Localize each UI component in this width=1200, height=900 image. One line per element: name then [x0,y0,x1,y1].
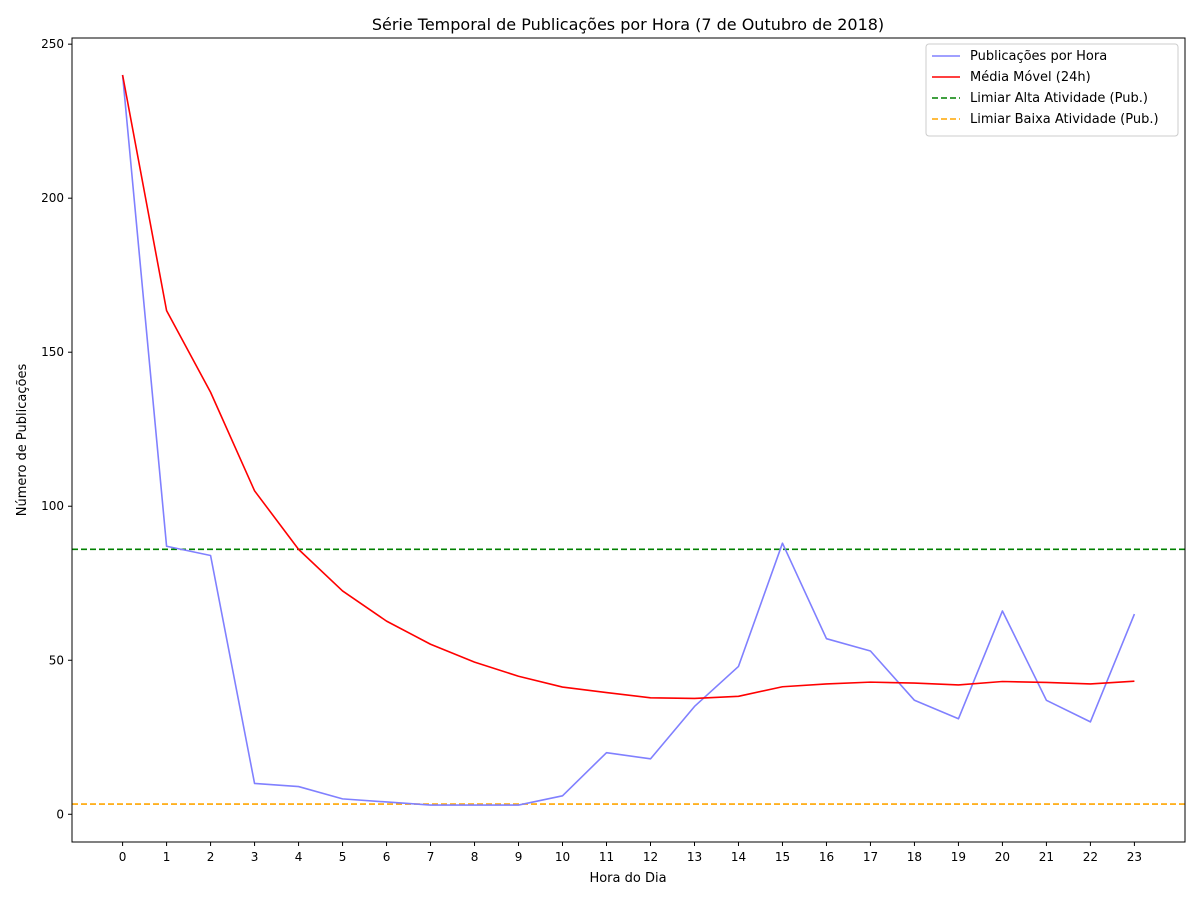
series-line-0 [121,74,1136,806]
y-tick-label: 200 [41,191,64,205]
x-tick-label: 9 [515,850,523,864]
x-tick-label: 13 [687,850,702,864]
legend-label: Publicações por Hora [970,49,1107,64]
series-line-1 [121,74,1135,700]
x-tick-label: 6 [383,850,391,864]
y-tick-label: 50 [49,653,64,667]
x-tick-label: 20 [995,850,1010,864]
x-tick-label: 14 [731,850,746,864]
y-axis-ticks: 0 50 100 150 200 250 [41,37,72,821]
x-tick-label: 19 [951,850,966,864]
x-tick-label: 4 [295,850,303,864]
legend: Publicações por Hora Média Móvel (24h) Lim… [925,43,1179,137]
legend-label: Limiar Alta Atividade (Pub.) [970,91,1148,106]
x-tick-label: 1 [163,850,171,864]
threshold-lines [72,548,1185,805]
x-tick-label: 10 [555,850,570,864]
x-tick-label: 18 [907,850,922,864]
y-tick-label: 0 [56,807,64,821]
x-tick-label: 11 [599,850,614,864]
x-tick-label: 17 [863,850,878,864]
y-tick-label: 250 [41,37,64,51]
legend-label: Limiar Baixa Atividade (Pub.) [970,112,1159,127]
x-tick-label: 16 [819,850,834,864]
x-tick-label: 0 [119,850,127,864]
x-tick-label: 12 [643,850,658,864]
series-lines [121,74,1136,806]
legend-label: Média Móvel (24h) [970,70,1091,85]
x-tick-label: 15 [775,850,790,864]
x-axis-label: Hora do Dia [589,871,666,886]
legend-box [925,43,1179,137]
x-tick-label: 8 [471,850,479,864]
y-axis-label: Número de Publicações [15,364,30,517]
x-tick-label: 2 [207,850,215,864]
chart-title: Série Temporal de Publicações por Hora (… [372,15,884,34]
x-tick-label: 22 [1083,850,1098,864]
x-tick-label: 3 [251,850,259,864]
x-tick-label: 7 [427,850,435,864]
x-tick-label: 5 [339,850,347,864]
x-axis-ticks: 0 1 2 3 4 5 6 7 8 9 10 11 12 13 14 15 16 17 18 19 20 21 22 23 [119,842,1142,864]
plot-frame [71,37,1186,843]
y-tick-label: 150 [41,345,64,359]
x-tick-label: 21 [1039,850,1054,864]
y-tick-label: 100 [41,499,64,513]
x-tick-label: 23 [1127,850,1142,864]
